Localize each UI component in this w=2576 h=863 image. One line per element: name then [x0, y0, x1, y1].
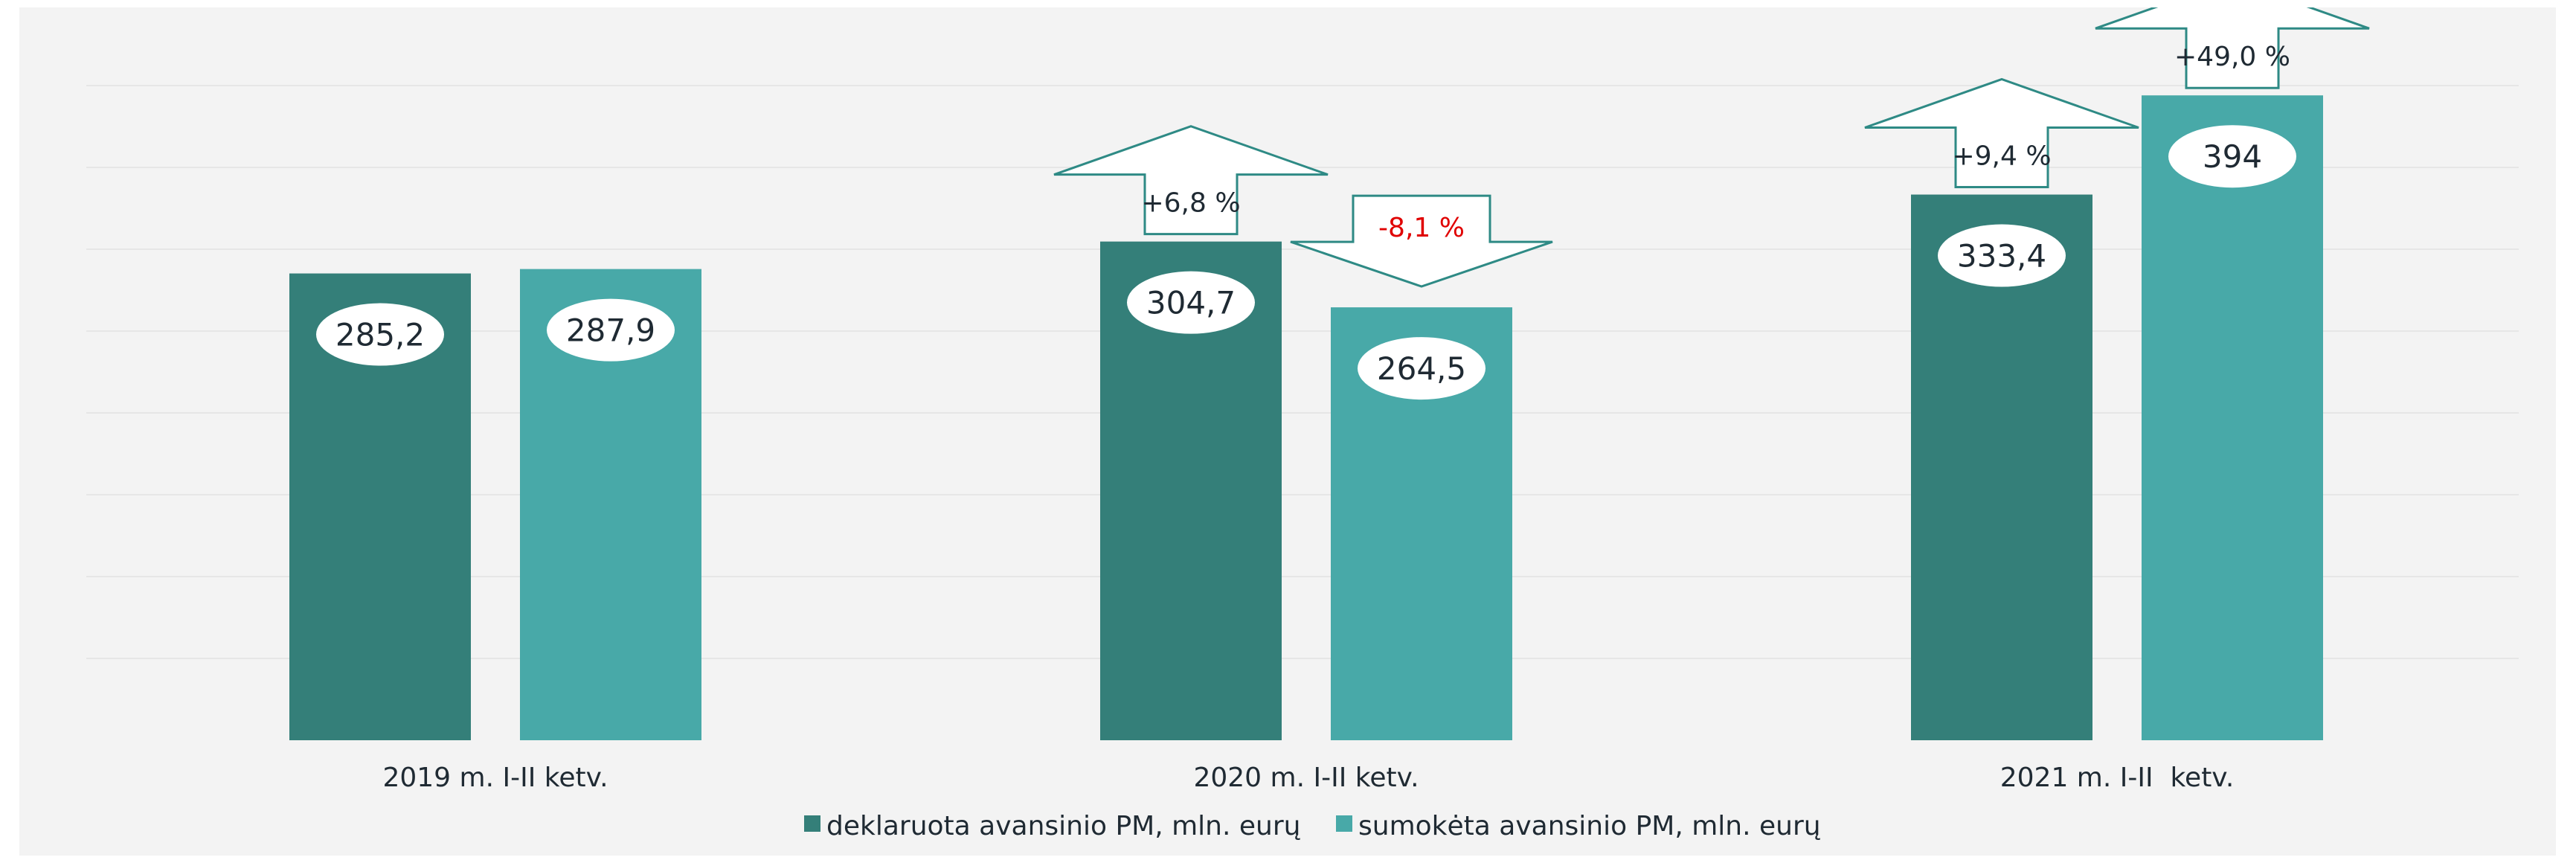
data-label-bubble — [2168, 125, 2296, 188]
legend-swatch — [804, 815, 820, 832]
category-label: 2021 m. I-II ketv. — [2000, 763, 2235, 793]
change-label: +6,8 % — [1141, 188, 1240, 219]
legend-swatch — [1336, 815, 1352, 832]
change-arrow-up — [1864, 77, 2139, 189]
data-label-bubble — [1127, 271, 1255, 334]
data-label: 333,4 — [1957, 238, 2046, 275]
data-label: 394 — [2203, 138, 2262, 175]
data-label: 304,7 — [1146, 285, 1236, 321]
change-arrow-up — [1053, 125, 1329, 236]
change-arrow-down — [1290, 194, 1553, 288]
data-label-bubble — [1938, 224, 2066, 287]
data-label-bubble — [316, 303, 444, 366]
change-label: -8,1 % — [1378, 213, 1465, 243]
category-label: 2019 m. I-II ketv. — [382, 763, 608, 793]
change-arrow-up — [2095, 7, 2370, 89]
data-label: 264,5 — [1377, 350, 1466, 387]
data-label: 285,2 — [335, 317, 425, 353]
chart-frame: 285,2 304,7 +6,8 % 333,4 +9,4 % 287,9 264,5 -8,… — [19, 7, 2556, 856]
legend-label: sumokėta avansinio PM, mln. eurų — [1358, 811, 1821, 841]
data-label-bubble — [1358, 337, 1485, 400]
change-label: +9,4 % — [1952, 141, 2051, 172]
category-label: 2020 m. I-II ketv. — [1193, 763, 1419, 793]
data-label: 287,9 — [566, 312, 655, 349]
change-label: +49,0 % — [2174, 42, 2290, 72]
legend-label: deklaruota avansinio PM, mln. eurų — [826, 811, 1301, 841]
data-label-bubble — [547, 298, 675, 362]
bar-chart: 285,2 304,7 +6,8 % 333,4 +9,4 % 287,9 264,5 -8,… — [86, 7, 2519, 841]
bar — [2142, 95, 2323, 740]
